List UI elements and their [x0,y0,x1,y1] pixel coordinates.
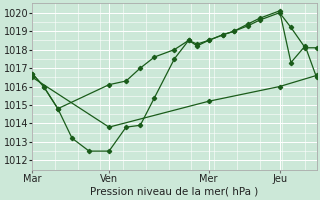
X-axis label: Pression niveau de la mer( hPa ): Pression niveau de la mer( hPa ) [90,187,259,197]
